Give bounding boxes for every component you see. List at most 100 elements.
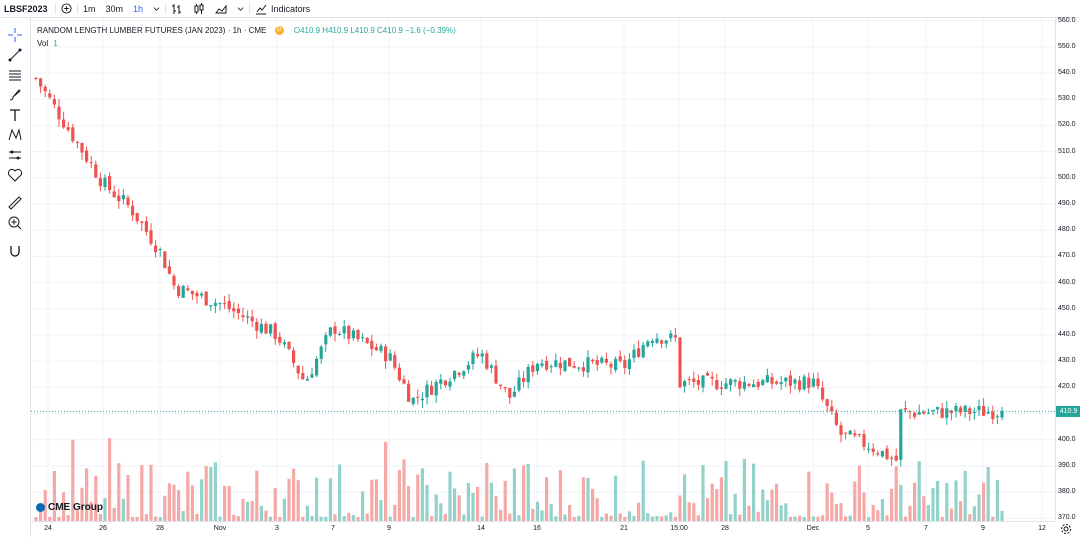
candle-body[interactable] bbox=[982, 406, 986, 416]
candle-body[interactable] bbox=[236, 308, 240, 313]
candle-body[interactable] bbox=[370, 340, 374, 350]
candle-body[interactable] bbox=[903, 408, 907, 410]
candle-body[interactable] bbox=[80, 143, 84, 153]
candle-body[interactable] bbox=[374, 347, 378, 351]
candle-style-button[interactable] bbox=[188, 0, 210, 17]
candle-body[interactable] bbox=[752, 384, 756, 388]
candle-body[interactable] bbox=[177, 286, 181, 296]
candle-body[interactable] bbox=[393, 355, 397, 368]
candle-body[interactable] bbox=[218, 303, 222, 305]
candle-body[interactable] bbox=[167, 266, 171, 274]
area-style-button[interactable] bbox=[210, 0, 232, 17]
candle-body[interactable] bbox=[186, 288, 190, 291]
candle-body[interactable] bbox=[540, 363, 544, 366]
candle-body[interactable] bbox=[687, 379, 691, 381]
candle-body[interactable] bbox=[462, 371, 466, 376]
candle-body[interactable] bbox=[609, 363, 613, 368]
candle-body[interactable] bbox=[48, 93, 52, 98]
candle-body[interactable] bbox=[75, 141, 79, 143]
candle-body[interactable] bbox=[793, 379, 797, 384]
candle-body[interactable] bbox=[531, 365, 535, 372]
candle-body[interactable] bbox=[223, 303, 227, 305]
interval-dropdown[interactable] bbox=[148, 0, 165, 17]
candle-body[interactable] bbox=[365, 337, 369, 344]
candle-body[interactable] bbox=[738, 381, 742, 389]
candle-body[interactable] bbox=[227, 301, 231, 310]
pattern-tool[interactable] bbox=[5, 126, 25, 144]
candle-body[interactable] bbox=[945, 408, 949, 418]
ruler-tool[interactable] bbox=[5, 194, 25, 212]
candle-body[interactable] bbox=[963, 405, 967, 412]
candle-body[interactable] bbox=[342, 326, 346, 334]
crosshair-tool[interactable] bbox=[5, 26, 25, 44]
candle-body[interactable] bbox=[779, 382, 783, 385]
candle-body[interactable] bbox=[857, 434, 861, 436]
magnet-tool[interactable] bbox=[5, 242, 25, 260]
candle-body[interactable] bbox=[558, 362, 562, 369]
candle-body[interactable] bbox=[834, 412, 838, 425]
candle-body[interactable] bbox=[678, 337, 682, 388]
candle-body[interactable] bbox=[200, 293, 204, 296]
candle-body[interactable] bbox=[121, 195, 125, 200]
delay-badge[interactable]: D bbox=[274, 26, 284, 36]
candle-body[interactable] bbox=[526, 366, 530, 383]
candle-body[interactable] bbox=[522, 378, 526, 382]
candle-body[interactable] bbox=[696, 380, 700, 385]
candle-body[interactable] bbox=[453, 370, 457, 380]
brush-tool[interactable] bbox=[5, 86, 25, 104]
candle-body[interactable] bbox=[968, 408, 972, 415]
symbol-name[interactable]: LBSF2023 bbox=[4, 3, 48, 14]
candle-body[interactable] bbox=[259, 323, 263, 333]
candle-body[interactable] bbox=[476, 353, 480, 357]
interval-30m[interactable]: 30m bbox=[105, 3, 124, 14]
candle-body[interactable] bbox=[301, 373, 305, 380]
candle-body[interactable] bbox=[959, 407, 963, 413]
candle-body[interactable] bbox=[57, 106, 61, 120]
candle-body[interactable] bbox=[512, 391, 516, 397]
candle-body[interactable] bbox=[489, 365, 493, 368]
candle-body[interactable] bbox=[922, 411, 926, 414]
candle-body[interactable] bbox=[315, 358, 319, 376]
candle-body[interactable] bbox=[204, 291, 208, 306]
candle-body[interactable] bbox=[181, 286, 185, 298]
price-axis[interactable]: 560.0 550.0 540.0 530.0 520.0 510.0 500.0 490.0… bbox=[1055, 17, 1080, 521]
trend-line-tool[interactable] bbox=[5, 46, 25, 64]
candle-body[interactable] bbox=[66, 127, 70, 130]
candle-body[interactable] bbox=[742, 381, 746, 389]
candle-body[interactable] bbox=[802, 376, 806, 390]
candle-body[interactable] bbox=[379, 345, 383, 352]
candle-body[interactable] bbox=[595, 359, 599, 365]
candle-body[interactable] bbox=[503, 387, 507, 389]
candle-body[interactable] bbox=[710, 376, 714, 379]
candle-body[interactable] bbox=[287, 341, 291, 350]
candle-body[interactable] bbox=[163, 251, 167, 269]
candle-body[interactable] bbox=[788, 375, 792, 386]
candle-body[interactable] bbox=[917, 412, 921, 415]
candle-body[interactable] bbox=[324, 335, 328, 345]
candle-body[interactable] bbox=[926, 412, 930, 414]
candle-body[interactable] bbox=[448, 381, 452, 387]
candle-body[interactable] bbox=[439, 379, 443, 384]
candle-body[interactable] bbox=[278, 336, 282, 343]
candle-body[interactable] bbox=[416, 396, 420, 398]
candle-body[interactable] bbox=[765, 375, 769, 383]
candle-body[interactable] bbox=[650, 340, 654, 344]
candle-body[interactable] bbox=[995, 416, 999, 418]
chart-pane[interactable]: RANDOM LENGTH LUMBER FUTURES (JAN 2023) … bbox=[31, 18, 1055, 521]
candle-body[interactable] bbox=[407, 383, 411, 402]
chart-type-dropdown[interactable] bbox=[232, 0, 249, 17]
candle-body[interactable] bbox=[807, 377, 811, 388]
candle-body[interactable] bbox=[328, 327, 332, 336]
candle-body[interactable] bbox=[729, 379, 733, 386]
candle-body[interactable] bbox=[269, 324, 273, 334]
text-tool[interactable] bbox=[5, 106, 25, 124]
candle-body[interactable] bbox=[632, 349, 636, 358]
candle-body[interactable] bbox=[577, 367, 581, 369]
gear-icon[interactable] bbox=[1060, 523, 1072, 535]
indicators-button[interactable]: Indicators bbox=[250, 0, 315, 17]
candle-body[interactable] bbox=[931, 409, 935, 411]
candle-body[interactable] bbox=[586, 357, 590, 373]
candle-body[interactable] bbox=[71, 127, 75, 141]
candle-body[interactable] bbox=[563, 360, 567, 371]
candle-body[interactable] bbox=[554, 360, 558, 367]
